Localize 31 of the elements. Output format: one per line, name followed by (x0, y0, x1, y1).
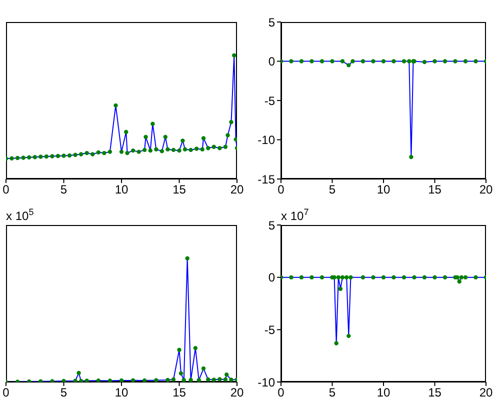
x-tick-label: 5 (328, 182, 336, 197)
y-tick-label: -10 (258, 375, 276, 390)
x-tick-label: 10 (376, 182, 390, 197)
x-tick-label: 0 (278, 182, 285, 197)
x-tick-label: 5 (60, 386, 68, 400)
x-tick-label: 15 (428, 386, 442, 400)
y-tick-label: 5 (268, 15, 276, 30)
y-tick-label: 5 (268, 218, 276, 232)
text: x 10$^{5}$ (6, 207, 34, 223)
x-tick-label: 15 (172, 386, 186, 400)
x-tick-label: 5 (60, 182, 68, 197)
x-tick-label: 20 (479, 182, 493, 197)
y-tick-label: -15 (258, 172, 276, 186)
x-tick-label: 0 (278, 386, 285, 400)
x-tick-label: 20 (230, 386, 244, 400)
y-tick-label: -10 (258, 133, 276, 148)
y-tick-label: -5 (264, 94, 276, 108)
x-tick-label: 10 (114, 386, 128, 400)
x-tick-label: 5 (328, 386, 336, 400)
y-tick-label: -5 (264, 322, 276, 337)
x-tick-label: 10 (114, 182, 128, 197)
x-tick-label: 10 (376, 386, 390, 400)
x-tick-label: 0 (2, 182, 10, 197)
x-tick-label: 20 (230, 182, 244, 197)
x-tick-label: 20 (479, 386, 493, 400)
y-tick-label: 0 (268, 54, 276, 69)
y-tick-label: 0 (268, 270, 276, 285)
x-tick-label: 0 (2, 386, 10, 400)
text: x 10$^{7}$ (281, 207, 309, 223)
x-tick-label: 15 (172, 182, 186, 197)
x-tick-label: 15 (428, 182, 442, 197)
